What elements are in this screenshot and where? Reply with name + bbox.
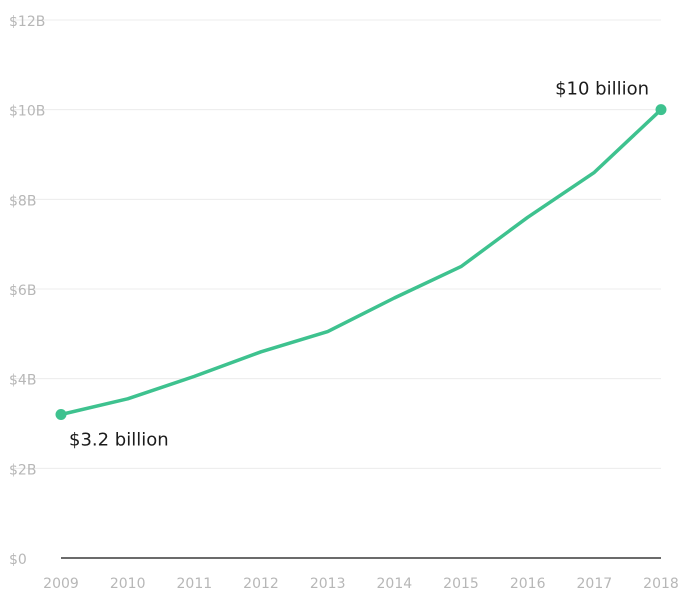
- x-tick-label: 2018: [643, 576, 679, 592]
- x-axis-tick-labels: 2009 2010 2011 2012 2013 2014 2015 2016 2017 2018: [43, 576, 679, 592]
- x-tick-label: 2011: [177, 576, 213, 592]
- y-tick-label: $0: [9, 552, 27, 568]
- annotations: $3.2 billion $10 billion: [69, 79, 649, 451]
- y-tick-label: $12B: [9, 14, 45, 30]
- annotation-label: $10 billion: [555, 79, 649, 100]
- y-tick-label: $10B: [9, 104, 45, 120]
- x-tick-label: 2016: [510, 576, 546, 592]
- series-line: [59, 107, 663, 417]
- x-tick-label: 2009: [43, 576, 79, 592]
- y-tick-label: $2B: [9, 462, 36, 478]
- data-point: [55, 409, 67, 421]
- endpoint-markers: [55, 104, 667, 421]
- x-tick-label: 2012: [243, 576, 279, 592]
- x-tick-label: 2013: [310, 576, 346, 592]
- data-point: [655, 104, 667, 116]
- x-tick-label: 2010: [110, 576, 146, 592]
- y-tick-label: $6B: [9, 283, 36, 299]
- x-tick-label: 2014: [377, 576, 413, 592]
- annotation-label: $3.2 billion: [69, 430, 169, 451]
- gridlines: [12, 19, 661, 469]
- y-tick-label: $8B: [9, 193, 36, 209]
- x-tick-label: 2015: [443, 576, 479, 592]
- y-tick-label: $4B: [9, 373, 36, 389]
- y-axis-tick-labels: $0 $2B $4B $6B $8B $10B $12B: [9, 14, 45, 568]
- x-tick-label: 2017: [577, 576, 613, 592]
